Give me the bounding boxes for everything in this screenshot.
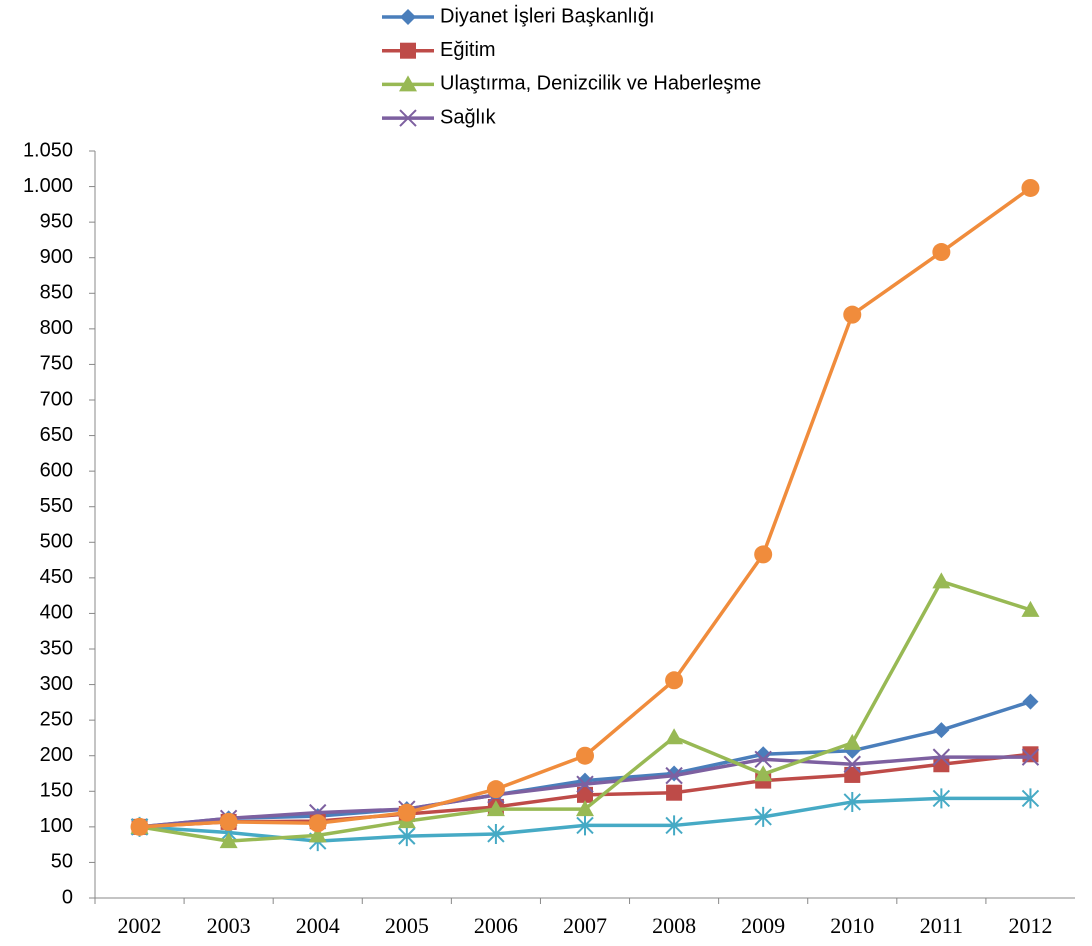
y-tick-label: 300 (40, 673, 73, 695)
marker (665, 671, 684, 690)
y-tick-label: 50 (51, 851, 73, 873)
marker (843, 305, 862, 324)
marker (219, 812, 238, 831)
marker (219, 832, 238, 849)
marker (397, 803, 416, 822)
x-tick-label: 2004 (296, 913, 340, 938)
legend-label: Ulaştırma, Denizcilik ve Haberleşme (440, 73, 761, 95)
marker (486, 780, 505, 799)
marker (486, 800, 505, 817)
x-tick-label: 2010 (830, 913, 874, 938)
y-tick-label: 900 (40, 246, 73, 268)
y-tick-label: 650 (40, 424, 73, 446)
marker (843, 733, 862, 750)
series (130, 572, 1040, 849)
marker (1021, 178, 1040, 197)
marker (487, 823, 505, 844)
y-tick-label: 800 (40, 317, 73, 339)
y-tick-label: 350 (40, 637, 73, 659)
legend-entry: Diyanet İşleri Başkanlığı (382, 4, 655, 27)
legend-label: Eğitim (440, 39, 496, 61)
y-tick-label: 750 (40, 353, 73, 375)
legend-label: Diyanet İşleri Başkanlığı (440, 4, 655, 27)
marker (130, 817, 149, 836)
marker (754, 765, 773, 782)
x-tick-label: 2002 (118, 913, 162, 938)
legend-entry: Eğitim (382, 39, 496, 61)
x-tick-label: 2012 (1008, 913, 1052, 938)
x-tick-label: 2006 (474, 913, 518, 938)
marker (932, 788, 951, 809)
marker (665, 766, 683, 785)
marker (308, 826, 327, 843)
y-tick-label: 700 (40, 388, 73, 410)
y-tick-label: 1.000 (23, 175, 73, 197)
legend-entry: Ulaştırma, Denizcilik ve Haberleşme (382, 73, 761, 95)
marker (844, 766, 861, 783)
x-tick-label: 2007 (563, 913, 607, 938)
y-tick-label: 200 (40, 744, 73, 766)
marker (932, 572, 951, 589)
marker (754, 806, 772, 827)
marker (1022, 693, 1039, 710)
marker (400, 42, 416, 59)
marker (932, 243, 951, 262)
y-tick-label: 850 (40, 282, 73, 304)
y-tick-label: 450 (40, 566, 73, 588)
y-tick-label: 0 (62, 886, 73, 908)
y-tick-label: 550 (40, 495, 73, 517)
marker (843, 755, 861, 773)
x-tick-label: 2011 (920, 913, 963, 938)
marker (1022, 746, 1039, 763)
marker (398, 826, 416, 847)
marker (665, 728, 684, 745)
marker (576, 815, 594, 836)
marker (400, 9, 416, 25)
x-tick-label: 2003 (207, 913, 251, 938)
marker (666, 784, 683, 801)
marker (576, 800, 594, 817)
y-tick-label: 250 (40, 708, 73, 730)
marker (754, 750, 772, 768)
y-tick-label: 1.050 (23, 139, 73, 161)
series (130, 178, 1040, 836)
legend-label: Sağlık (440, 106, 497, 128)
marker (576, 775, 594, 793)
x-tick-label: 2005 (385, 913, 429, 938)
x-tick-label: 2008 (652, 913, 696, 938)
y-tick-label: 100 (40, 815, 73, 837)
y-tick-label: 950 (40, 210, 73, 232)
y-tick-label: 150 (40, 780, 73, 802)
marker (932, 748, 951, 766)
marker (843, 791, 861, 812)
marker (576, 746, 594, 765)
marker (577, 786, 593, 803)
x-tick-label: 2009 (741, 913, 785, 938)
legend-entry: Sağlık (382, 106, 497, 128)
marker (665, 815, 683, 836)
marker (399, 109, 417, 127)
marker (933, 722, 950, 739)
marker (1021, 600, 1040, 617)
marker (399, 75, 417, 92)
y-tick-label: 400 (40, 602, 73, 624)
marker (754, 545, 773, 564)
marker (308, 814, 327, 833)
y-tick-label: 500 (40, 531, 73, 553)
y-tick-label: 600 (40, 459, 73, 481)
series-line (139, 186, 1032, 829)
marker (1021, 748, 1040, 766)
marker (1021, 788, 1040, 809)
